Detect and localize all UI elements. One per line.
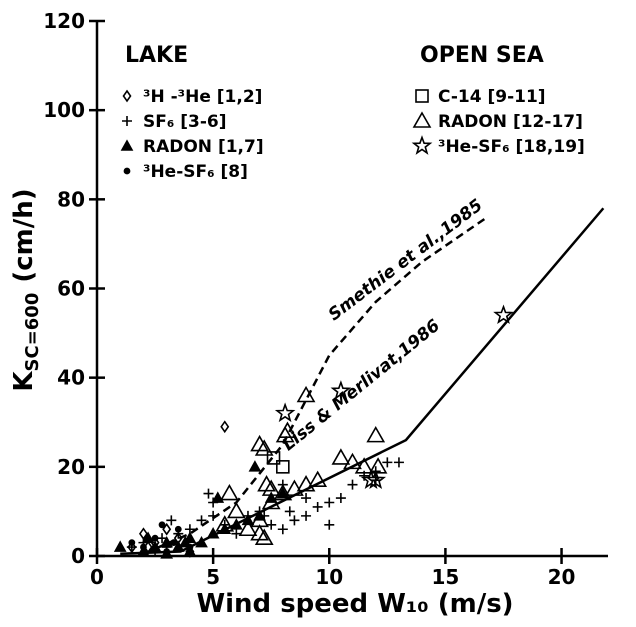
triangle-marker xyxy=(261,492,281,510)
plus-marker xyxy=(266,519,277,530)
triangle-marker xyxy=(354,457,374,474)
dot-marker xyxy=(174,525,182,533)
plus-marker xyxy=(324,497,335,508)
plus-marker xyxy=(382,457,393,468)
legend-label: C-14 [9-11] xyxy=(438,87,546,107)
y-tick-label: 80 xyxy=(57,187,85,211)
plus-marker xyxy=(157,533,168,544)
plus-marker xyxy=(324,519,335,530)
y-axis-label: KSC=600 (cm/h) xyxy=(9,188,43,391)
filled-triangle-marker xyxy=(141,531,155,543)
dot-marker xyxy=(140,543,147,551)
y-tick-label: 40 xyxy=(57,366,85,390)
filled-triangle-marker xyxy=(211,491,225,503)
plus-marker xyxy=(347,479,358,490)
y-label-unit: (cm/h) xyxy=(9,188,39,282)
dot-marker xyxy=(128,539,136,547)
filled-triangle-marker xyxy=(120,139,134,151)
legend-item: ³He-SF₆ [8] xyxy=(123,162,248,182)
line-label: Smethie et al.,1985 xyxy=(325,195,487,325)
legend-item: ³H -³He [1,2] xyxy=(122,87,262,107)
legend-label: RADON [1,7] xyxy=(143,137,264,157)
star-marker xyxy=(493,304,514,324)
y-label-main: K xyxy=(9,371,39,392)
legend-group-title: OPEN SEA xyxy=(420,43,544,68)
plus-marker xyxy=(289,515,300,526)
legend-label: ³H -³He [1,2] xyxy=(143,87,262,107)
triangle-marker xyxy=(366,426,386,443)
triangle-marker xyxy=(220,483,239,501)
triangle-marker xyxy=(257,475,276,492)
filled-triangle-marker xyxy=(248,460,262,472)
square-marker xyxy=(415,89,429,103)
plus-marker xyxy=(312,501,323,512)
plus-marker xyxy=(203,488,214,499)
star-marker xyxy=(365,469,387,490)
plus-marker xyxy=(196,515,207,526)
triangle-marker xyxy=(254,439,274,456)
triangle-marker xyxy=(273,483,293,501)
diamond-marker xyxy=(122,89,132,103)
x-tick-label: 10 xyxy=(315,565,343,589)
legend-item: RADON [12-17] xyxy=(412,111,583,132)
dot-marker xyxy=(158,521,166,529)
legend-group-title: LAKE xyxy=(125,43,188,68)
star-marker xyxy=(330,380,352,400)
triangle-marker xyxy=(343,452,362,470)
legend-label: ³He-SF₆ [8] xyxy=(143,162,248,182)
legend-item: ³He-SF₆ [18,19] xyxy=(411,135,585,157)
plus-marker xyxy=(301,493,312,504)
plus-marker xyxy=(166,515,177,526)
diamond-marker xyxy=(162,522,172,536)
square-marker xyxy=(266,451,281,465)
y-tick-label: 20 xyxy=(57,455,85,479)
fit-line xyxy=(142,216,488,555)
line-label: Liss & Merlivat,1986 xyxy=(279,316,444,456)
plus-marker xyxy=(301,510,312,521)
triangle-marker xyxy=(412,111,432,128)
legend-label: ³He-SF₆ [18,19] xyxy=(438,137,585,157)
x-tick-label: 20 xyxy=(548,565,576,589)
fit-line xyxy=(120,207,605,556)
y-tick-label: 100 xyxy=(43,98,85,122)
triangle-marker xyxy=(368,457,388,474)
filled-triangle-marker xyxy=(113,540,127,552)
legend-label: RADON [12-17] xyxy=(438,112,583,132)
plus-marker xyxy=(393,457,404,468)
triangle-marker xyxy=(238,519,258,537)
legend-item: RADON [1,7] xyxy=(120,137,264,157)
dot-marker xyxy=(123,167,131,175)
filled-triangle-marker xyxy=(178,535,192,548)
legend-label: SF₆ [3-6] xyxy=(143,112,226,132)
triangle-marker xyxy=(226,501,246,519)
star-marker xyxy=(274,402,296,423)
y-tick-label: 60 xyxy=(57,277,85,301)
y-label-sub: SC=600 xyxy=(22,293,43,372)
legend-item: C-14 [9-11] xyxy=(415,87,546,107)
filled-triangle-marker xyxy=(276,486,290,499)
legend-item: SF₆ [3-6] xyxy=(122,112,226,132)
triangle-marker xyxy=(250,510,269,528)
triangle-marker xyxy=(254,528,274,545)
x-tick-label: 5 xyxy=(206,565,220,589)
square-marker xyxy=(276,460,290,474)
star-marker xyxy=(411,135,433,155)
plus-marker xyxy=(231,528,242,539)
y-tick-label: 120 xyxy=(43,9,85,33)
plus-marker xyxy=(122,116,132,126)
diamond-marker xyxy=(220,420,230,434)
filled-triangle-marker xyxy=(183,544,197,557)
triangle-marker xyxy=(331,448,351,465)
triangle-marker xyxy=(296,385,316,403)
plus-marker xyxy=(277,524,288,535)
x-tick-label: 0 xyxy=(90,565,104,589)
x-axis-label: Wind speed W₁₀ (m/s) xyxy=(196,589,513,619)
x-tick-label: 15 xyxy=(431,565,459,589)
triangle-marker xyxy=(308,470,328,488)
dot-marker xyxy=(151,534,159,542)
plus-marker xyxy=(284,506,295,517)
plus-marker xyxy=(335,493,346,504)
y-tick-label: 0 xyxy=(71,544,85,568)
